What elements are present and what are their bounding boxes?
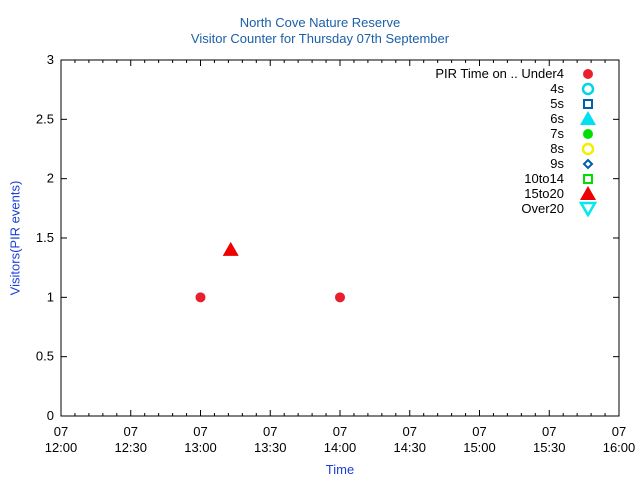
data-point [195,292,206,303]
y-tick-label: 1 [47,289,54,304]
x-tick-label-time: 13:00 [184,440,217,455]
x-tick-label-day: 07 [54,424,68,439]
legend-marker [583,99,593,109]
x-tick-label-time: 15:30 [533,440,566,455]
legend-label: Over20 [521,201,564,216]
legend-label: 10to14 [524,171,564,186]
legend-label: 15to20 [524,186,564,201]
chart-title: North Cove Nature Reserve [239,15,401,30]
legend-label: 6s [550,111,564,126]
legend-label: 4s [550,81,564,96]
x-tick-label-day: 07 [403,424,417,439]
legend-label: 8s [550,141,564,156]
y-tick-label: 0 [47,408,54,423]
y-tick-label: 3 [47,52,54,67]
legend-marker [581,142,595,156]
x-tick-label-time: 14:30 [393,440,426,455]
legend-marker [583,174,593,184]
x-tick-label-day: 07 [333,424,347,439]
legend-label: 9s [550,156,564,171]
data-point [335,292,345,303]
x-tick-label-time: 13:30 [254,440,287,455]
data-point [222,241,239,256]
x-tick-label-time: 12:00 [45,440,78,455]
y-tick-label: 1.5 [36,230,54,245]
x-tick-label-day: 07 [193,424,207,439]
legend-marker [578,201,598,218]
legend-marker [583,129,593,139]
x-tick-label-day: 07 [472,424,486,439]
chart-subtitle: Visitor Counter for Thursday 07th Septem… [190,31,450,46]
legend-marker [582,158,594,170]
x-tick-label-time: 16:00 [603,440,636,455]
y-tick-label: 2.5 [36,111,54,126]
legend-label: PIR Time on .. Under4 [435,66,564,81]
x-axis-label: Time [325,462,355,477]
legend-marker [580,111,596,125]
x-tick-label-day: 07 [263,424,277,439]
legend-label: 7s [550,126,564,141]
legend-label: 5s [550,96,564,111]
x-tick-label-time: 15:00 [463,440,496,455]
legend-marker [580,186,596,200]
x-tick-label-day: 07 [124,424,138,439]
x-tick-label-day: 07 [542,424,556,439]
legend-marker [581,82,595,96]
x-tick-label-time: 12:30 [114,440,147,455]
plot-frame [60,59,620,417]
y-tick-label: 0.5 [36,349,54,364]
x-tick-label-time: 14:00 [324,440,357,455]
legend-marker [583,69,593,79]
x-tick-label-day: 07 [612,424,626,439]
y-tick-label: 2 [47,171,54,186]
